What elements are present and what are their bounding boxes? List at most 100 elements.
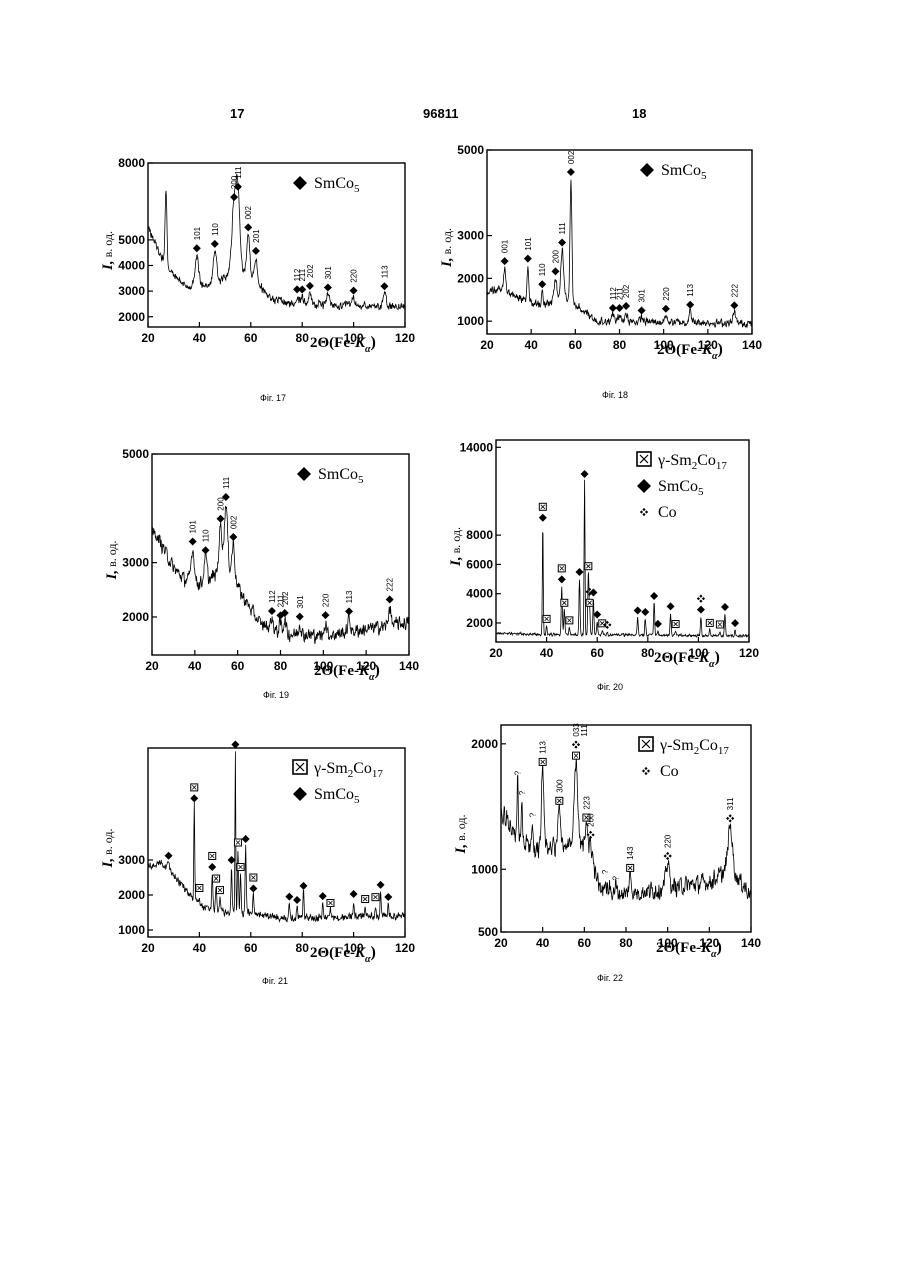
figure-20: 20406080100120200040006000800014000I, в.… [440,430,770,680]
y-tick-label: 2000 [118,310,145,324]
peak-index-label: 301 [638,289,647,303]
x-tick-label: 60 [244,941,258,955]
smco5-peak-marker [190,794,198,802]
peak-index-label: ? [612,875,621,880]
x-tick-label: 80 [296,941,310,955]
peak-index-label: 220 [350,269,359,283]
peak-index-label: 001 [501,239,510,253]
figure-22-chart: 2040608010012014050010002000I, в. од.2Θ(… [440,725,770,970]
plot-frame [148,163,405,327]
x-tick-label: 120 [739,646,759,660]
sm2co17-peak-marker [573,752,580,759]
smco5-peak-marker [229,533,237,541]
y-axis-label: I, в. од. [453,814,469,854]
figure-17-caption: Фіг. 17 [260,393,286,403]
peak-index-label: 301 [324,266,333,280]
sm2co17-peak-marker [706,619,713,626]
legend-label: SmCo5 [318,466,364,486]
peak-index-label: 201 [252,229,261,243]
sm2co17-peak-marker [561,599,568,606]
peak-index-label: 101 [193,226,202,240]
y-tick-label: 3000 [122,556,149,570]
sm2co17-peak-marker [558,565,565,572]
x-axis-label: 2Θ(Fe-Kα) [310,944,376,965]
peak-index-label: ? [528,812,537,817]
smco5-peak-marker [697,606,705,614]
peak-index-label: ? [601,869,610,874]
smco5-peak-marker [319,892,327,900]
sm2co17-peak-marker [586,599,593,606]
sm2co17-peak-marker [216,887,223,894]
figure-21: 20406080100120100020003000I, в. од.2Θ(Fe… [100,742,420,972]
x-tick-label: 60 [578,936,592,950]
x-tick-label: 40 [193,941,207,955]
y-axis-label: I, в. од. [448,527,464,567]
sm2co17-peak-marker [362,896,369,903]
smco5-peak-marker [539,514,547,522]
peak-index-label: 113 [539,741,548,754]
peak-index-label: 002 [229,515,238,529]
sm2co17-peak-marker [539,758,546,765]
y-tick-label: 14000 [460,440,494,454]
smco5-peak-marker [384,893,392,901]
smco5-peak-marker [324,284,332,292]
legend-crossed-box-icon [639,737,653,751]
sm2co17-peak-marker [543,615,550,622]
x-tick-label: 40 [188,659,202,673]
x-tick-label: 60 [231,659,245,673]
figure-19: 20406080100120140200030005000I, в. од.2Θ… [100,446,430,691]
figure-18-caption: Фіг. 18 [602,390,628,400]
peak-index-label: 202 [306,264,315,278]
peak-index-label: 110 [538,263,547,276]
smco5-peak-marker [622,302,630,310]
smco5-peak-marker [193,244,201,252]
sm2co17-peak-marker [327,900,334,907]
x-tick-label: 40 [536,936,550,950]
smco5-peak-marker [231,741,239,749]
peak-index-label: 222 [730,283,739,297]
legend-label: γ-Sm2Co17 [659,737,729,757]
smco5-peak-marker [634,607,642,615]
x-axis-label: 2Θ(Fe-Kα) [654,649,720,670]
co-peak-marker [664,852,672,860]
smco5-peak-marker [567,168,575,176]
x-tick-label: 120 [395,941,415,955]
smco5-peak-marker [650,592,658,600]
smco5-peak-marker [386,595,394,603]
smco5-peak-marker [721,603,729,611]
x-tick-label: 80 [641,646,655,660]
x-tick-label: 20 [480,338,494,352]
y-tick-label: 1000 [471,862,498,876]
smco5-peak-marker [686,301,694,309]
y-tick-label: 4000 [118,259,145,273]
legend-crossed-box-icon [293,760,307,774]
plot-frame [496,440,749,642]
sm2co17-peak-marker [627,864,634,871]
smco5-peak-marker [285,893,293,901]
smco5-peak-marker [230,193,238,201]
diffraction-curve [496,480,749,638]
legend-label: SmCo5 [658,478,704,498]
peak-index-label: 110 [202,529,211,542]
y-tick-label: 5000 [118,233,145,247]
y-tick-label: 2000 [118,888,145,902]
smco5-peak-marker [306,282,314,290]
legend-label: γ-Sm2Co17 [313,760,383,780]
smco5-peak-marker [616,304,624,312]
smco5-peak-marker [575,568,583,576]
peak-index-label: 223 [582,796,591,810]
smco5-peak-marker [551,267,559,275]
sm2co17-peak-marker [372,894,379,901]
smco5-peak-marker [662,305,670,313]
legend-label: Co [658,504,677,521]
figure-21-caption: Фіг. 21 [262,976,288,986]
legend-label: Co [660,763,679,780]
peak-index-label: 002 [244,205,253,219]
legend-crossed-box-icon [637,452,651,466]
y-tick-label: 2000 [122,610,149,624]
smco5-peak-marker [202,546,210,554]
x-tick-label: 60 [569,338,583,352]
smco5-peak-marker [242,835,250,843]
smco5-peak-marker [581,470,589,478]
y-axis-label: I, в. од. [100,828,116,868]
